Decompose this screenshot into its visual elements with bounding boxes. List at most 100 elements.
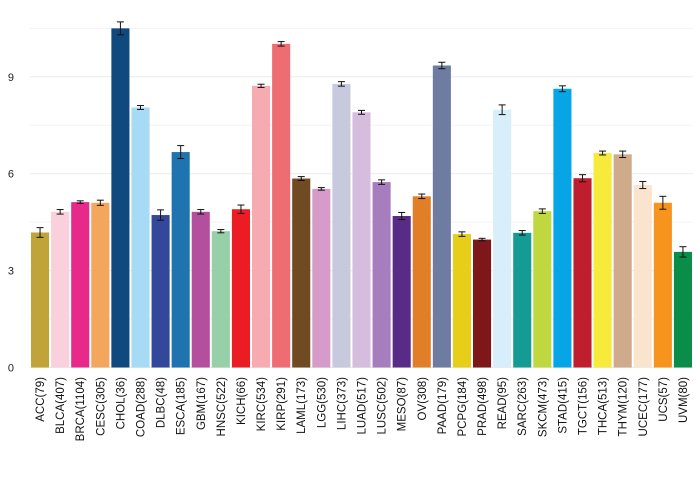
x-tick-label: READ(95): [497, 377, 509, 430]
x-tick-label: THYM(120): [618, 377, 630, 437]
bar: [272, 43, 291, 368]
bar: [332, 83, 351, 368]
bar: [673, 251, 692, 368]
x-tick-label: TGCT(156): [578, 377, 590, 435]
bar: [231, 209, 250, 368]
bar: [292, 178, 311, 368]
x-tick-label: LGG(530): [316, 377, 328, 428]
bar: [372, 182, 391, 368]
error-bar: [478, 237, 486, 242]
error-bar: [116, 21, 124, 36]
bar: [191, 211, 210, 368]
x-tick-label: KIRP(291): [276, 377, 288, 431]
bar: [613, 154, 632, 368]
error-bar: [679, 246, 687, 258]
x-tick-label: CESC(305): [95, 377, 107, 436]
bar: [653, 202, 672, 368]
error-bars: [36, 21, 687, 258]
bar: [432, 65, 451, 368]
error-bar: [56, 209, 64, 215]
error-bar: [558, 85, 566, 93]
error-bar: [277, 41, 285, 47]
bar: [252, 85, 271, 368]
error-bar: [197, 209, 205, 215]
x-tick-label: CHOL(36): [115, 377, 127, 430]
error-bar: [398, 211, 406, 221]
x-tick-label: PAAD(179): [437, 377, 449, 434]
y-axis-ticks: 0 3 6 9: [8, 72, 14, 375]
x-tick-label: UCS(57): [658, 377, 670, 422]
y-tick-label: 3: [8, 266, 14, 278]
bar: [452, 234, 471, 368]
x-tick-label: THCA(513): [598, 377, 610, 435]
x-tick-label: LAML(173): [296, 377, 308, 434]
error-bar: [659, 195, 667, 210]
bar: [493, 109, 512, 368]
error-bar: [237, 204, 245, 214]
error-bar: [538, 208, 546, 214]
x-tick-label: MESO(87): [397, 377, 409, 431]
error-bar: [96, 199, 104, 206]
error-bar: [579, 174, 586, 183]
bar: [51, 211, 70, 368]
bar: [71, 202, 90, 368]
y-tick-label: 6: [8, 169, 14, 181]
bar: [171, 152, 190, 368]
bar: [131, 107, 150, 368]
error-bar: [337, 81, 345, 87]
x-tick-label: STAD(415): [557, 377, 569, 434]
x-tick-label: LUAD(517): [357, 377, 369, 435]
x-tick-label: ESCA(185): [176, 377, 188, 435]
error-bar: [378, 179, 386, 185]
x-tick-label: UVM(80): [678, 377, 690, 423]
x-tick-label: BRCA(1104): [75, 377, 87, 442]
bar: [111, 28, 130, 368]
error-bar: [599, 150, 607, 156]
x-tick-label: KIRC(534): [256, 377, 268, 431]
error-bar: [619, 150, 627, 159]
error-bar: [157, 209, 165, 221]
error-bar: [498, 104, 506, 116]
bars: [31, 28, 692, 368]
bar: [392, 216, 411, 368]
bar: [573, 178, 592, 368]
x-tick-label: UCEC(177): [638, 377, 650, 437]
bar: [473, 239, 492, 368]
error-bar: [297, 176, 305, 181]
error-bar: [418, 193, 426, 200]
x-tick-label: SARC(263): [517, 377, 529, 436]
error-bar: [518, 230, 526, 236]
x-tick-label: PRAD(498): [477, 377, 489, 436]
bar: [312, 188, 331, 368]
bar: [633, 185, 652, 368]
error-bar: [438, 61, 446, 70]
y-tick-label: 9: [8, 72, 14, 84]
x-tick-label: PCPG(184): [457, 377, 469, 437]
x-tick-label: SKCM(473): [537, 377, 549, 437]
x-tick-label: ACC(79): [35, 377, 47, 422]
x-tick-label: DLBC(48): [156, 377, 168, 428]
bar: [31, 232, 50, 368]
bar: [593, 153, 612, 368]
error-bar: [257, 83, 265, 88]
bar: [151, 215, 170, 368]
bar: [91, 202, 110, 368]
x-tick-label: HNSC(522): [216, 377, 228, 437]
error-bar: [317, 187, 325, 191]
x-axis-labels: ACC(79) BLCA(407) BRCA(1104) CESC(305) CHOL(…: [35, 377, 690, 442]
bar: [211, 231, 230, 368]
error-bar: [76, 200, 84, 204]
error-bar: [137, 105, 144, 110]
error-bar: [639, 180, 647, 190]
bar: [352, 112, 371, 368]
error-bar: [177, 145, 185, 160]
error-bar: [358, 109, 365, 115]
x-tick-label: OV(308): [417, 377, 429, 421]
x-tick-label: LUSC(502): [377, 377, 389, 435]
x-tick-label: KICH(66): [236, 377, 248, 425]
x-tick-label: GBM(167): [196, 377, 208, 430]
x-tick-label: LIHC(373): [336, 377, 348, 430]
error-bar: [36, 227, 44, 238]
error-bar: [458, 231, 466, 237]
